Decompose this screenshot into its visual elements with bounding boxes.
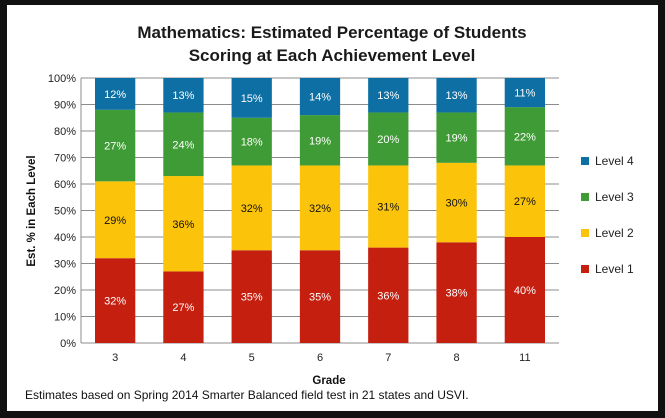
bar-segment-level-4 — [94, 78, 136, 110]
bar-data-label: 36% — [172, 219, 194, 231]
bar-data-label: 35% — [241, 292, 263, 304]
bar-data-label: 18% — [241, 137, 263, 149]
y-tick-label: 100% — [48, 73, 76, 85]
legend-swatch — [581, 265, 589, 273]
bar-segment-level-1 — [436, 242, 477, 343]
bar-segment-level-1 — [368, 247, 409, 343]
y-tick-label: 10% — [54, 312, 76, 324]
y-tick-label: 50% — [54, 206, 76, 218]
legend-label: Level 2 — [595, 226, 634, 240]
y-axis-ticks: 0% 10% 20% 30% 40% 50% 60% 70% 80% 90% 100% — [48, 73, 76, 350]
bar-data-label: 22% — [514, 131, 536, 143]
bar-segment-level-4 — [231, 78, 272, 118]
chart-canvas: Mathematics: Estimated Percentage of Stu… — [25, 23, 634, 402]
y-tick-label: 30% — [54, 259, 76, 271]
x-tick-label: 8 — [454, 352, 460, 364]
y-tick-label: 40% — [54, 232, 76, 244]
legend-label: Level 1 — [595, 262, 634, 276]
bar-segment-level-3 — [504, 107, 546, 166]
bar-data-label: 19% — [446, 133, 468, 145]
bar-segment-level-1 — [163, 271, 204, 343]
bar-segment-level-4 — [368, 78, 409, 113]
legend-label: Level 3 — [595, 190, 634, 204]
bar-segment-level-3 — [231, 117, 272, 166]
legend-swatch — [581, 157, 589, 165]
bar-segment-level-3 — [163, 112, 204, 177]
y-tick-label: 90% — [54, 100, 76, 112]
y-tick-label: 80% — [54, 126, 76, 138]
bar-segment-level-2 — [299, 165, 341, 251]
bar-segment-level-3 — [299, 115, 341, 166]
bar-segment-level-2 — [163, 176, 204, 272]
bar-segment-level-1 — [231, 250, 272, 343]
x-tick-label: 5 — [249, 352, 255, 364]
y-tick-label: 70% — [54, 153, 76, 165]
footnote: Estimates based on Spring 2014 Smarter B… — [25, 388, 469, 402]
x-axis-ticks: 3 4 5 6 7 8 11 — [112, 352, 530, 364]
x-tick-label: 6 — [317, 352, 323, 364]
chart-title-line-1: Mathematics: Estimated Percentage of Stu… — [137, 23, 526, 42]
y-tick-label: 20% — [54, 285, 76, 297]
bar-data-label: 27% — [514, 196, 536, 208]
bar-segment-level-4 — [436, 78, 477, 113]
bar-segment-level-1 — [504, 237, 546, 343]
bar-segment-level-1 — [94, 258, 136, 343]
bar-data-label: 13% — [446, 90, 468, 102]
legend-swatch — [581, 229, 589, 237]
y-tick-label: 60% — [54, 179, 76, 191]
bar-data-label: 20% — [377, 134, 399, 146]
legend-label: Level 4 — [595, 154, 634, 168]
bar-segment-level-3 — [368, 112, 409, 166]
bar-data-label: 29% — [104, 215, 126, 227]
bar-data-label: 32% — [309, 203, 331, 215]
bar-data-label: 38% — [446, 288, 468, 300]
bar-data-label: 31% — [377, 202, 399, 214]
bar-data-label: 14% — [309, 92, 331, 104]
bar-data-label: 27% — [104, 141, 126, 153]
y-axis-title: Est. % in Each Level — [26, 155, 38, 266]
chart-frame: Mathematics: Estimated Percentage of Stu… — [7, 5, 658, 411]
bars: 32% 29% 27% 12% 27% 36% 24% 13% 35% 32% 18% 15% 35% 3… — [94, 78, 546, 343]
bar-segment-level-3 — [436, 112, 477, 163]
bar-segment-level-4 — [163, 78, 204, 113]
x-tick-label: 7 — [385, 352, 391, 364]
bar-data-label: 13% — [172, 90, 194, 102]
bar-segment-level-2 — [94, 181, 136, 259]
bar-segment-level-2 — [368, 165, 409, 248]
bar-data-label: 32% — [104, 296, 126, 308]
bar-data-label: 30% — [446, 198, 468, 210]
bar-segment-level-2 — [504, 165, 546, 237]
bar-segment-level-4 — [504, 78, 546, 108]
bar-data-label: 24% — [172, 139, 194, 151]
bar-segment-level-1 — [299, 250, 341, 343]
bar-segment-level-2 — [436, 162, 477, 243]
bar-data-label: 11% — [514, 88, 535, 100]
bar-data-label: 19% — [309, 135, 331, 147]
x-tick-label: 4 — [180, 352, 186, 364]
bar-data-label: 35% — [309, 292, 331, 304]
bar-segment-level-2 — [231, 165, 272, 251]
bar-data-label: 36% — [377, 290, 399, 302]
x-tick-label: 11 — [519, 352, 530, 364]
x-tick-label: 3 — [112, 352, 118, 364]
bar-data-label: 15% — [241, 93, 263, 105]
bar-data-label: 13% — [377, 90, 399, 102]
x-axis-title: Grade — [312, 375, 345, 387]
bar-data-label: 12% — [104, 89, 126, 101]
bar-segment-level-4 — [299, 78, 341, 116]
legend-swatch — [581, 193, 589, 201]
chart-title-line-2: Scoring at Each Achievement Level — [189, 46, 476, 65]
y-tick-label: 0% — [60, 338, 76, 350]
legend: Level 4 Level 3 Level 2 Level 1 — [581, 154, 634, 276]
bar-data-label: 27% — [172, 302, 194, 314]
bar-data-label: 32% — [241, 203, 263, 215]
bar-data-label: 40% — [514, 285, 536, 297]
bar-segment-level-3 — [94, 109, 136, 182]
